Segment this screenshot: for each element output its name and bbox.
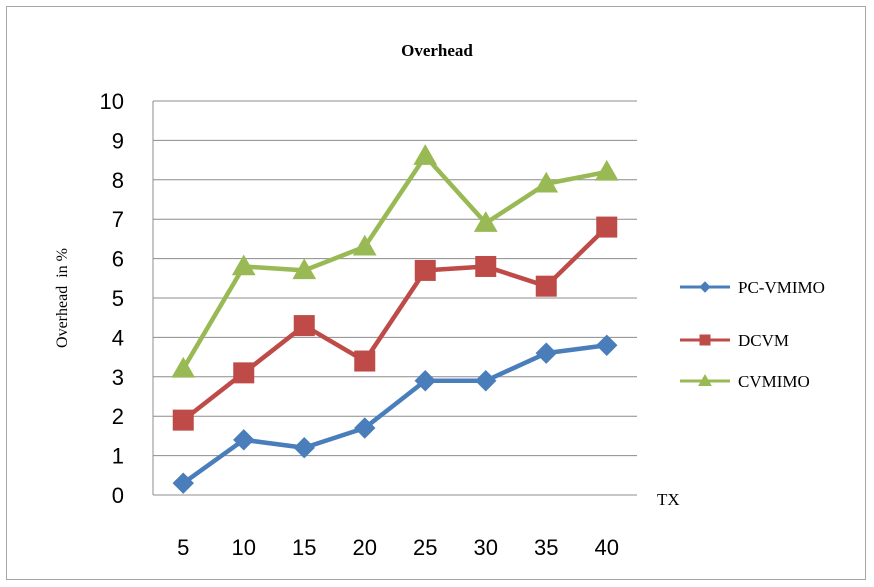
- axes: [152, 101, 637, 496]
- data-point-cvmimo-30: [473, 211, 498, 232]
- data-point-pc-vmimo-15: [293, 437, 315, 459]
- chart-title: Overhead: [401, 41, 473, 60]
- y-tick-label-2: 2: [112, 404, 124, 429]
- x-tick-label-35: 35: [534, 535, 558, 560]
- series-cvmimo: [171, 144, 619, 378]
- y-tick-label-0: 0: [112, 483, 124, 508]
- data-point-cvmimo-10: [231, 254, 256, 276]
- y-tick-label-10: 10: [100, 89, 124, 114]
- series-pc-vmimo: [172, 334, 618, 494]
- x-tick-label-15: 15: [292, 535, 316, 560]
- data-point-pc-vmimo-30: [475, 370, 497, 392]
- y-tick-label-1: 1: [112, 444, 124, 469]
- data-point-pc-vmimo-5: [172, 472, 194, 494]
- legend-entry-pc-vmimo: PC-VMIMO: [680, 278, 825, 297]
- data-point-pc-vmimo-20: [354, 417, 376, 439]
- series-line-pc-vmimo: [181, 343, 608, 486]
- data-point-dcvm-30: [475, 255, 497, 277]
- data-point-dcvm-35: [535, 275, 557, 297]
- legend-entry-cvmimo: CVMIMO: [680, 372, 810, 391]
- x-tick-label-30: 30: [474, 535, 498, 560]
- data-point-pc-vmimo-10: [233, 429, 255, 451]
- data-point-pc-vmimo-25: [414, 370, 436, 392]
- data-point-dcvm-10: [233, 362, 255, 384]
- data-point-dcvm-40: [596, 216, 618, 238]
- data-point-cvmimo-20: [352, 234, 377, 256]
- labels: 0 1 2 3 4 5 6 7 8 9 10 5 10 15 20 25 30 35 40 Overhead TX Ove…: [54, 41, 680, 560]
- x-axis-label: TX: [657, 490, 680, 509]
- y-axis-label: Overhead in %: [54, 248, 71, 348]
- chart-frame: [6, 6, 866, 580]
- data-point-dcvm-5: [172, 409, 194, 431]
- x-tick-label-10: 10: [232, 535, 256, 560]
- legend-entry-dcvm: DCVM: [680, 331, 789, 350]
- y-tick-label-3: 3: [112, 365, 124, 390]
- data-point-pc-vmimo-40: [596, 334, 618, 356]
- legend-label-cvmimo: CVMIMO: [738, 372, 810, 391]
- data-point-cvmimo-25: [413, 144, 438, 165]
- data-point-dcvm-15: [293, 315, 315, 337]
- legend-marker-pc-vmimo: [699, 281, 711, 293]
- legend: PC-VMIMO DCVM CVMIMO: [680, 278, 825, 391]
- data-point-cvmimo-5: [171, 356, 196, 378]
- y-tick-label-9: 9: [112, 128, 124, 153]
- legend-marker-dcvm: [699, 334, 711, 346]
- legend-marker-cvmimo: [698, 373, 712, 386]
- data-point-pc-vmimo-35: [535, 342, 557, 364]
- x-tick-label-25: 25: [413, 535, 437, 560]
- y-tick-label-6: 6: [112, 247, 124, 272]
- data-point-dcvm-25: [414, 259, 436, 281]
- x-tick-label-40: 40: [595, 535, 619, 560]
- x-tick-label-5: 5: [177, 535, 189, 560]
- data-point-cvmimo-15: [292, 258, 317, 280]
- legend-label-pc-vmimo: PC-VMIMO: [738, 278, 825, 297]
- x-tick-label-20: 20: [353, 535, 377, 560]
- y-tick-label-4: 4: [112, 325, 124, 350]
- grid-lines: [153, 100, 637, 457]
- data-point-cvmimo-35: [534, 171, 559, 193]
- y-tick-label-7: 7: [112, 207, 124, 232]
- data-point-cvmimo-40: [594, 159, 619, 181]
- series-layer: [171, 144, 619, 494]
- legend-label-dcvm: DCVM: [738, 331, 789, 350]
- data-point-dcvm-20: [354, 350, 376, 372]
- y-tick-label-5: 5: [112, 286, 124, 311]
- series-line-dcvm: [181, 225, 609, 422]
- series-dcvm: [172, 216, 618, 431]
- y-tick-label-8: 8: [112, 168, 124, 193]
